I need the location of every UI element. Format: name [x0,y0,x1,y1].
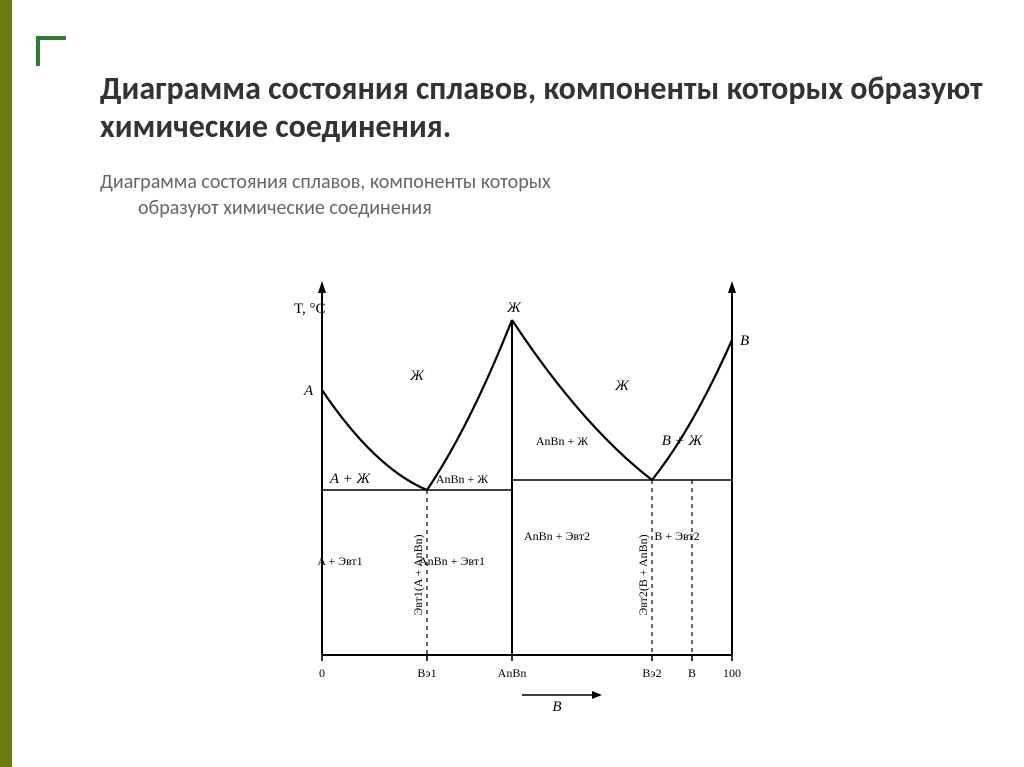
svg-text:100: 100 [723,666,741,680]
svg-text:Эвт2(B + AnBn): Эвт2(B + AnBn) [636,534,650,615]
svg-text:B + Ж: B + Ж [662,433,704,449]
svg-text:0: 0 [319,666,325,680]
svg-text:Bэ1: Bэ1 [417,666,436,680]
svg-text:AnBn + Эвт2: AnBn + Эвт2 [524,529,590,543]
svg-text:Bэ2: Bэ2 [642,666,661,680]
slide-subtitle: Диаграмма состояния сплавов, компоненты … [100,169,820,221]
svg-text:AnBn + Эвт1: AnBn + Эвт1 [419,554,485,568]
svg-text:Ж: Ж [506,300,522,316]
svg-text:Эвт1(A + AnBn): Эвт1(A + AnBn) [411,534,425,615]
slide-content: Диаграмма состояния сплавов, компоненты … [100,70,984,221]
svg-text:B: B [740,333,749,349]
svg-text:Ж: Ж [614,378,630,394]
svg-text:A: A [303,383,314,399]
accent-bar [0,0,12,767]
subtitle-line1: Диаграмма состояния сплавов, компоненты … [100,170,551,194]
svg-text:A + Эвт1: A + Эвт1 [317,554,362,568]
svg-text:AnBn: AnBn [498,666,527,680]
phase-diagram: T, °C 0 Bэ1 AnBn Bэ2 B 100 A Ж B Ж Ж A + Ж AnBn + Ж An… [262,275,762,735]
svg-text:Ж: Ж [409,368,425,384]
corner-accent [36,36,66,66]
svg-text:B: B [552,699,561,715]
svg-text:B: B [688,666,696,680]
phase-diagram-svg: T, °C 0 Bэ1 AnBn Bэ2 B 100 A Ж B Ж Ж A + Ж AnBn + Ж An… [262,275,762,715]
slide-title: Диаграмма состояния сплавов, компоненты … [100,70,984,147]
svg-text:T, °C: T, °C [294,301,326,317]
svg-text:A + Ж: A + Ж [329,471,372,487]
svg-text:AnBn + Ж: AnBn + Ж [436,472,488,486]
subtitle-line2: образуют химические соединения [100,195,820,221]
svg-text:B + Эвт2: B + Эвт2 [654,529,699,543]
svg-text:AnBn + Ж: AnBn + Ж [536,434,588,448]
